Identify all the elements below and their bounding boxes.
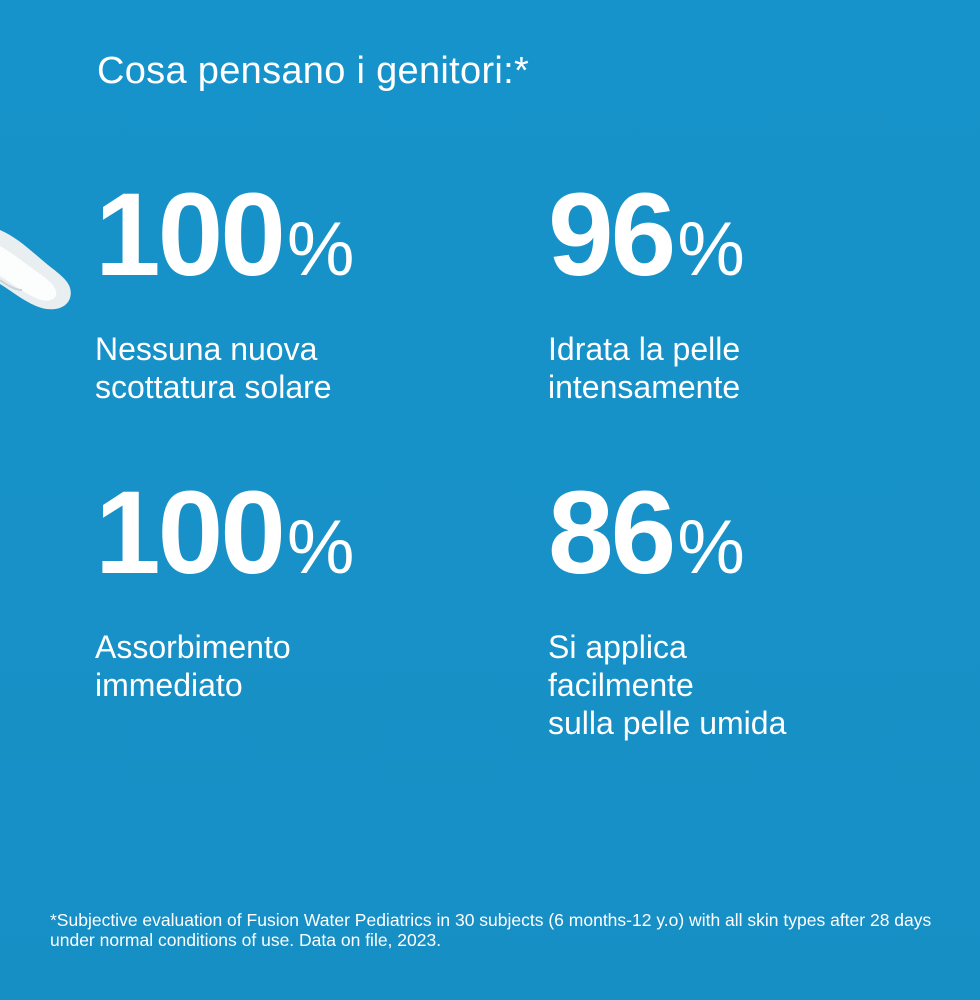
stat-value: 100	[95, 467, 286, 599]
stat-hydration: 96% Idrata la pelle intensamente	[548, 176, 948, 406]
stat-unit: %	[286, 207, 355, 292]
stat-value: 96	[548, 169, 676, 301]
footnote: *Subjective evaluation of Fusion Water P…	[50, 910, 932, 950]
stat-value: 100	[95, 169, 286, 301]
stat-description: Si applica facilmente sulla pelle umida	[548, 629, 787, 741]
stat-no-sunburn: 100% Nessuna nuova scottatura solare	[95, 176, 495, 406]
page-title: Cosa pensano i genitori:*	[97, 50, 530, 92]
stat-absorption: 100% Assorbimento immediato	[95, 474, 495, 704]
stat-wet-skin-application: 86% Si applica facilmente sulla pelle um…	[548, 474, 948, 742]
stat-figure: 86%	[548, 474, 948, 592]
stat-figure: 96%	[548, 176, 948, 294]
stat-figure: 100%	[95, 474, 495, 592]
stat-description: Nessuna nuova scottatura solare	[95, 331, 332, 405]
stat-description: Idrata la pelle intensamente	[548, 331, 741, 405]
stat-unit: %	[677, 207, 745, 292]
stat-unit: %	[677, 505, 745, 590]
stat-unit: %	[286, 505, 355, 590]
stat-figure: 100%	[95, 176, 495, 294]
stat-description: Assorbimento immediato	[95, 629, 291, 703]
stat-value: 86	[548, 467, 676, 599]
cream-drop-icon	[0, 230, 71, 310]
